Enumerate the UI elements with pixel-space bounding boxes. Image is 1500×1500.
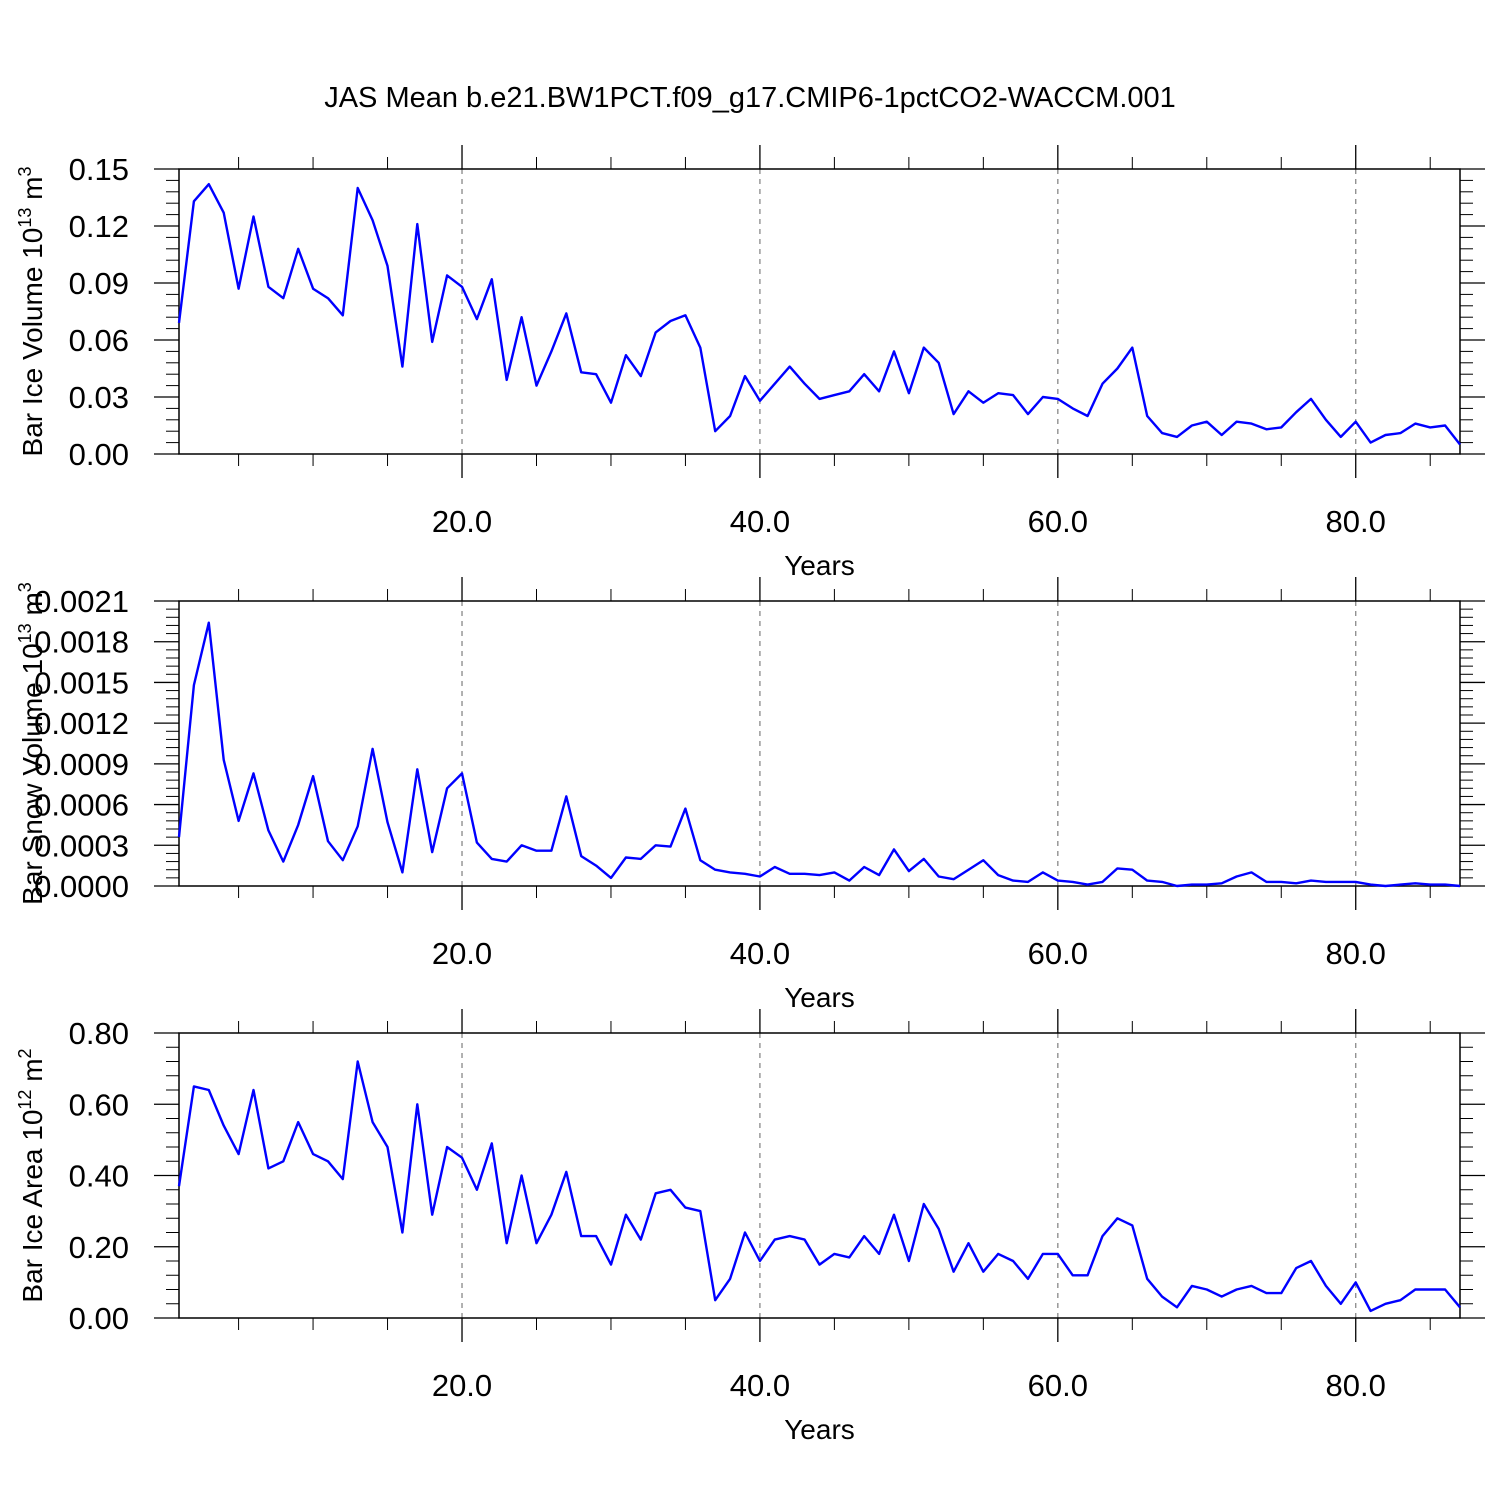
- x-tick-label: 20.0: [432, 504, 492, 539]
- y-tick-label: 0.00: [69, 1301, 129, 1336]
- y-tick-label: 0.12: [69, 209, 129, 244]
- y-tick-label: 0.15: [69, 152, 129, 187]
- x-axis-label: Years: [784, 550, 855, 581]
- series-line: [177, 182, 1461, 446]
- figure-title: JAS Mean b.e21.BW1PCT.f09_g17.CMIP6-1pct…: [324, 82, 1176, 114]
- x-tick-label: 80.0: [1326, 936, 1386, 971]
- x-tick-label: 20.0: [432, 1368, 492, 1403]
- x-tick-label: 60.0: [1028, 504, 1088, 539]
- y-tick-label: 0.60: [69, 1087, 129, 1122]
- x-tick-label: 40.0: [730, 936, 790, 971]
- x-axis-label: Years: [784, 982, 855, 1013]
- plot-frame: [178, 1032, 1461, 1319]
- y-tick-label: 0.0018: [34, 625, 129, 660]
- y-tick-label: 0.20: [69, 1230, 129, 1265]
- y-tick-label: 0.0012: [34, 706, 129, 741]
- y-tick-label: 0.40: [69, 1159, 129, 1194]
- chart-panels: 0.00 0.03 0.06 0.09 0.12 0.15 20.0 40.0 60.0 80.0…: [15, 145, 1485, 1445]
- plot-frame: [178, 168, 1461, 455]
- series-line: [177, 621, 1461, 888]
- y-tick-label: 0.0000: [34, 869, 129, 904]
- x-tick-label: 40.0: [730, 1368, 790, 1403]
- y-tick-label: 0.03: [69, 380, 129, 415]
- x-tick-label: 40.0: [730, 504, 790, 539]
- x-tick-label: 80.0: [1326, 504, 1386, 539]
- plot-frame: [178, 600, 1461, 887]
- chart-panel-2: 0.0000 0.0003 0.0006 0.0009 0.0012 0.0015 0.00…: [15, 577, 1485, 1013]
- y-tick-label: 0.06: [69, 323, 129, 358]
- y-axis-label: Bar Snow Volume 1013 m3: [15, 582, 48, 905]
- y-axis-label: Bar Ice Volume 1013 m3: [15, 167, 48, 457]
- y-tick-label: 0.0021: [34, 584, 129, 619]
- chart-panel-1: 0.00 0.03 0.06 0.09 0.12 0.15 20.0 40.0 60.0 80.0…: [15, 145, 1485, 581]
- x-tick-label: 60.0: [1028, 936, 1088, 971]
- y-tick-label: 0.0006: [34, 788, 129, 823]
- y-tick-label: 0.09: [69, 266, 129, 301]
- y-axis-label: Bar Ice Area 1012 m2: [15, 1048, 48, 1302]
- y-tick-label: 0.0015: [34, 665, 129, 700]
- x-axis-label: Years: [784, 1414, 855, 1445]
- x-tick-label: 20.0: [432, 936, 492, 971]
- y-tick-label: 0.00: [69, 437, 129, 472]
- y-tick-label: 0.0003: [34, 828, 129, 863]
- x-tick-label: 60.0: [1028, 1368, 1088, 1403]
- x-tick-label: 80.0: [1326, 1368, 1386, 1403]
- y-tick-label: 0.80: [69, 1016, 129, 1051]
- series-line: [177, 1060, 1461, 1313]
- chart-panel-3: 0.00 0.20 0.40 0.60 0.80 20.0 40.0 60.0 80.0 Year…: [15, 1009, 1485, 1445]
- y-tick-label: 0.0009: [34, 747, 129, 782]
